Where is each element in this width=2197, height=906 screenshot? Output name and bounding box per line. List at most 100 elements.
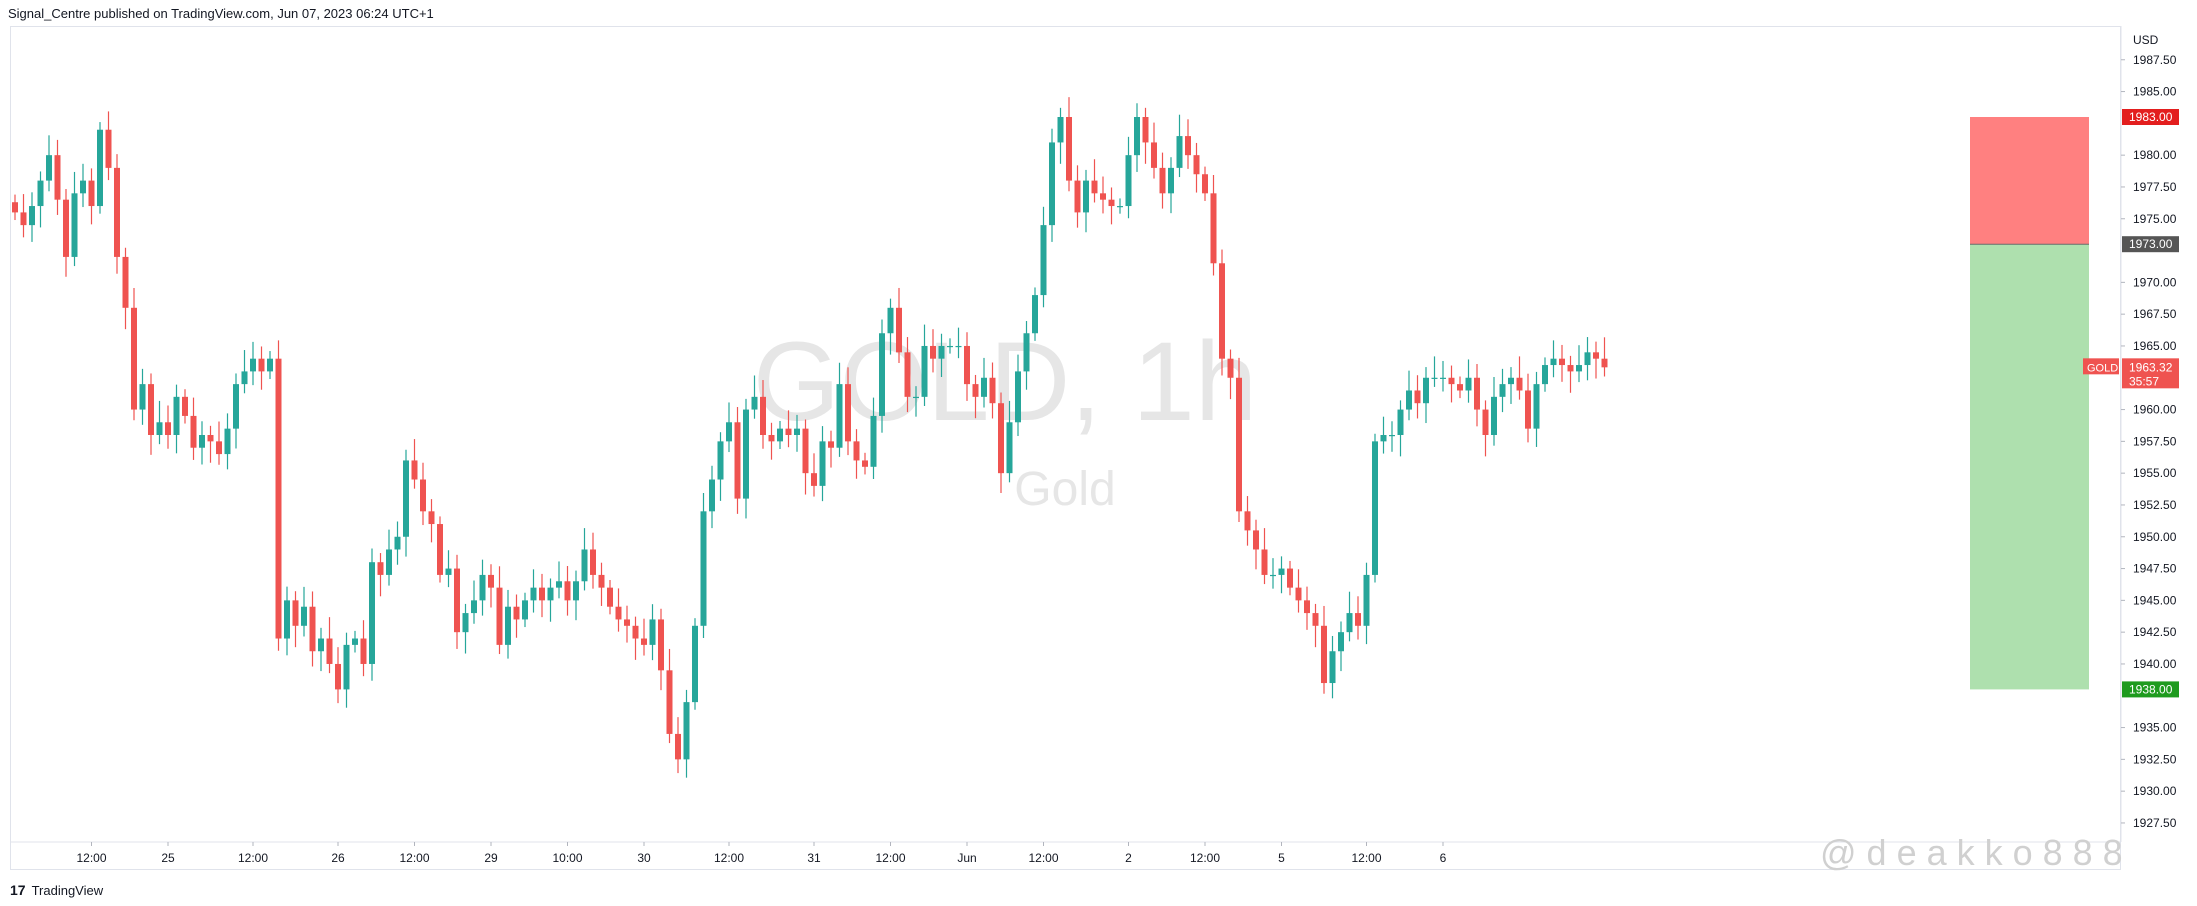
candle-body[interactable]	[301, 606, 307, 626]
candle-body[interactable]	[624, 619, 630, 626]
candle-body[interactable]	[224, 428, 231, 455]
candle-body[interactable]	[1278, 568, 1285, 575]
candle-body[interactable]	[683, 702, 690, 760]
candle-body[interactable]	[1287, 568, 1293, 588]
candle-body[interactable]	[726, 422, 732, 442]
candle-body[interactable]	[199, 435, 205, 448]
candle-body[interactable]	[598, 574, 605, 588]
candle-body[interactable]	[853, 441, 860, 461]
candle-body[interactable]	[530, 587, 537, 601]
candle-body[interactable]	[63, 199, 69, 257]
candle-body[interactable]	[921, 345, 928, 397]
candle-body[interactable]	[1219, 263, 1225, 359]
candle-body[interactable]	[1406, 390, 1412, 410]
candle-body[interactable]	[1168, 167, 1174, 194]
candle-body[interactable]	[139, 384, 146, 410]
candle-body[interactable]	[1584, 352, 1591, 366]
candle-body[interactable]	[275, 358, 282, 639]
candle-body[interactable]	[1032, 295, 1038, 334]
candle-body[interactable]	[972, 384, 979, 397]
candle-body[interactable]	[836, 384, 843, 448]
candle-body[interactable]	[250, 358, 256, 372]
candle-body[interactable]	[1508, 377, 1514, 385]
candle-body[interactable]	[862, 460, 868, 467]
candle-body[interactable]	[173, 396, 180, 435]
candle-body[interactable]	[505, 606, 511, 645]
candle-body[interactable]	[88, 180, 95, 207]
candle-body[interactable]	[1363, 574, 1370, 626]
candle-body[interactable]	[156, 422, 163, 435]
candle-body[interactable]	[1159, 167, 1166, 194]
candle-body[interactable]	[1074, 180, 1081, 213]
candle-body[interactable]	[1091, 180, 1098, 194]
candle-body[interactable]	[496, 587, 503, 645]
candle-body[interactable]	[947, 345, 953, 348]
candle-body[interactable]	[267, 358, 273, 372]
candle-body[interactable]	[1559, 358, 1565, 366]
candle-body[interactable]	[887, 307, 894, 334]
candle-body[interactable]	[1499, 384, 1506, 397]
candle-body[interactable]	[488, 574, 494, 588]
candle-body[interactable]	[352, 638, 358, 645]
candle-body[interactable]	[1100, 193, 1106, 200]
candle-body[interactable]	[1253, 530, 1259, 550]
candle-body[interactable]	[1210, 193, 1217, 264]
candle-body[interactable]	[581, 549, 588, 582]
candle-body[interactable]	[615, 606, 622, 620]
candle-body[interactable]	[794, 428, 800, 435]
candle-body[interactable]	[709, 479, 715, 512]
candle-body[interactable]	[454, 568, 460, 633]
candle-body[interactable]	[768, 435, 775, 442]
candle-body[interactable]	[292, 600, 299, 626]
candle-body[interactable]	[29, 206, 35, 226]
candle-body[interactable]	[1040, 225, 1047, 296]
candle-body[interactable]	[1125, 155, 1132, 207]
candle-body[interactable]	[445, 568, 452, 575]
candle-body[interactable]	[556, 581, 562, 588]
candle-body[interactable]	[1304, 600, 1310, 614]
tradingview-logo[interactable]: 17 TradingView	[10, 882, 103, 898]
candle-body[interactable]	[122, 256, 129, 308]
candle-body[interactable]	[80, 180, 86, 194]
candle-body[interactable]	[1414, 390, 1421, 404]
candle-body[interactable]	[318, 638, 324, 652]
candle-body[interactable]	[1108, 199, 1115, 207]
candle-body[interactable]	[641, 638, 647, 645]
candle-body[interactable]	[1202, 174, 1208, 194]
candle-body[interactable]	[1533, 384, 1540, 429]
candle-body[interactable]	[1389, 435, 1395, 437]
candle-body[interactable]	[879, 333, 885, 416]
candle-body[interactable]	[1185, 136, 1191, 156]
candle-body[interactable]	[1397, 409, 1404, 435]
candle-body[interactable]	[165, 422, 171, 435]
candle-body[interactable]	[539, 587, 545, 601]
candle-body[interactable]	[760, 396, 766, 435]
candle-body[interactable]	[513, 606, 520, 620]
candle-body[interactable]	[1151, 142, 1157, 168]
candle-body[interactable]	[360, 638, 367, 664]
candle-body[interactable]	[1516, 377, 1523, 391]
candle-body[interactable]	[1227, 358, 1234, 378]
candle-body[interactable]	[411, 460, 418, 480]
candle-body[interactable]	[845, 384, 851, 442]
candle-body[interactable]	[335, 663, 341, 690]
candle-body[interactable]	[607, 587, 613, 607]
stop-loss-zone[interactable]	[1970, 117, 2089, 245]
candle-body[interactable]	[785, 428, 792, 435]
candle-body[interactable]	[326, 638, 333, 664]
candle-body[interactable]	[1542, 365, 1548, 385]
candle-body[interactable]	[114, 167, 120, 257]
candle-body[interactable]	[1431, 377, 1438, 379]
candle-body[interactable]	[564, 581, 571, 601]
candle-body[interactable]	[1550, 358, 1557, 366]
candle-body[interactable]	[420, 479, 426, 512]
candle-body[interactable]	[658, 619, 664, 671]
candle-body[interactable]	[547, 587, 554, 601]
candle-body[interactable]	[930, 345, 936, 359]
candle-body[interactable]	[896, 307, 902, 353]
candle-body[interactable]	[1244, 511, 1251, 531]
candle-body[interactable]	[1372, 441, 1378, 575]
candle-body[interactable]	[105, 129, 112, 168]
candle-body[interactable]	[1134, 117, 1140, 156]
